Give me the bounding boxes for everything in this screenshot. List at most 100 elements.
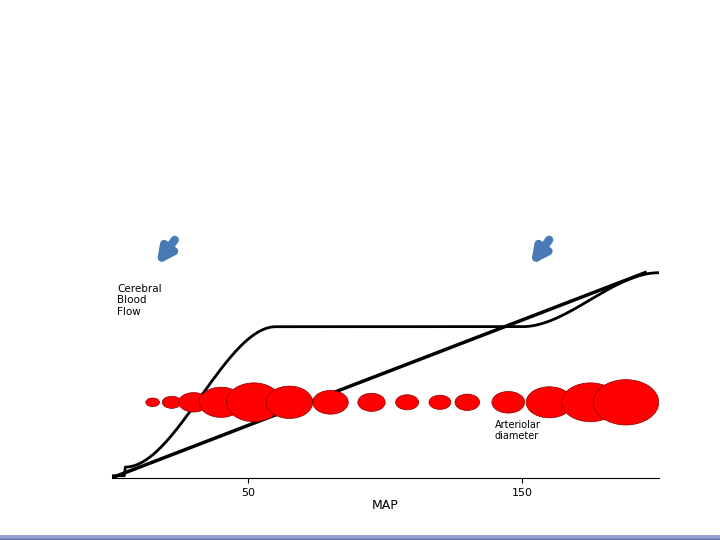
Ellipse shape: [358, 393, 385, 411]
Bar: [0, 537, 720, 539]
Bar: [0, 537, 720, 540]
Bar: [0, 535, 720, 538]
Bar: [0, 536, 720, 539]
Bar: [0, 536, 720, 538]
Bar: [0, 537, 720, 539]
Bar: [0, 535, 720, 538]
Bar: [0, 536, 720, 539]
Bar: [0, 535, 720, 538]
Bar: [0, 536, 720, 539]
Bar: [0, 536, 720, 539]
Bar: [0, 536, 720, 538]
Bar: [0, 536, 720, 539]
Bar: [0, 535, 720, 537]
Ellipse shape: [429, 395, 451, 409]
Bar: [0, 537, 720, 540]
Bar: [0, 535, 720, 538]
Bar: [0, 536, 720, 538]
Bar: [0, 536, 720, 538]
Bar: [0, 535, 720, 538]
Bar: [0, 537, 720, 539]
Text: Arteriolar
diameter: Arteriolar diameter: [495, 420, 541, 441]
Bar: [0, 537, 720, 539]
Bar: [0, 537, 720, 539]
Ellipse shape: [593, 380, 659, 425]
Bar: [0, 537, 720, 539]
Bar: [0, 537, 720, 539]
Bar: [0, 535, 720, 538]
Bar: [0, 537, 720, 539]
Bar: [0, 537, 720, 539]
Bar: [0, 537, 720, 539]
Bar: [0, 537, 720, 540]
Text: Alteración en  autorregulación: Alteración en autorregulación: [86, 31, 634, 66]
Bar: [0, 537, 720, 539]
Bar: [0, 536, 720, 538]
Bar: [0, 535, 720, 537]
Bar: [0, 536, 720, 539]
Bar: [0, 535, 720, 537]
Bar: [0, 536, 720, 538]
Bar: [0, 535, 720, 538]
Bar: [0, 535, 720, 538]
Bar: [0, 536, 720, 539]
Bar: [0, 537, 720, 540]
Bar: [0, 535, 720, 538]
Ellipse shape: [162, 396, 181, 408]
Bar: [0, 535, 720, 538]
Bar: [0, 536, 720, 538]
Bar: [0, 535, 720, 538]
Bar: [0, 537, 720, 539]
Bar: [0, 536, 720, 538]
Ellipse shape: [227, 383, 282, 422]
Bar: [0, 535, 720, 537]
Bar: [0, 535, 720, 537]
Bar: [0, 535, 720, 538]
Bar: [0, 536, 720, 539]
Bar: [0, 535, 720, 538]
Bar: [0, 537, 720, 539]
Bar: [0, 536, 720, 538]
Bar: [0, 536, 720, 539]
Ellipse shape: [526, 387, 572, 418]
Bar: [0, 536, 720, 539]
Bar: [0, 535, 720, 538]
Bar: [0, 536, 720, 539]
Bar: [0, 537, 720, 540]
Bar: [0, 536, 720, 538]
Bar: [0, 536, 720, 538]
Bar: [0, 536, 720, 538]
Bar: [0, 535, 720, 538]
Text: isquemia: isquemia: [29, 219, 124, 240]
Bar: [0, 536, 720, 538]
Bar: [0, 536, 720, 538]
Bar: [0, 535, 720, 538]
Bar: [0, 536, 720, 539]
Bar: [0, 536, 720, 538]
Ellipse shape: [179, 393, 209, 412]
Bar: [0, 536, 720, 538]
Bar: [0, 536, 720, 538]
Ellipse shape: [492, 392, 525, 413]
Bar: [0, 536, 720, 539]
Bar: [0, 535, 720, 538]
Bar: [0, 536, 720, 539]
Ellipse shape: [199, 387, 243, 417]
Bar: [0, 537, 720, 539]
Bar: [0, 536, 720, 539]
Text: Hipertensión :: Hipertensión :: [382, 181, 528, 202]
Bar: [0, 537, 720, 539]
Bar: [0, 537, 720, 539]
Bar: [0, 536, 720, 538]
Bar: [0, 536, 720, 538]
Bar: [0, 535, 720, 537]
Ellipse shape: [312, 390, 348, 414]
Bar: [0, 536, 720, 538]
Bar: [0, 537, 720, 539]
Bar: [0, 536, 720, 539]
Bar: [0, 537, 720, 539]
Ellipse shape: [266, 386, 312, 418]
Bar: [0, 537, 720, 540]
Bar: [0, 537, 720, 540]
Bar: [0, 535, 720, 538]
